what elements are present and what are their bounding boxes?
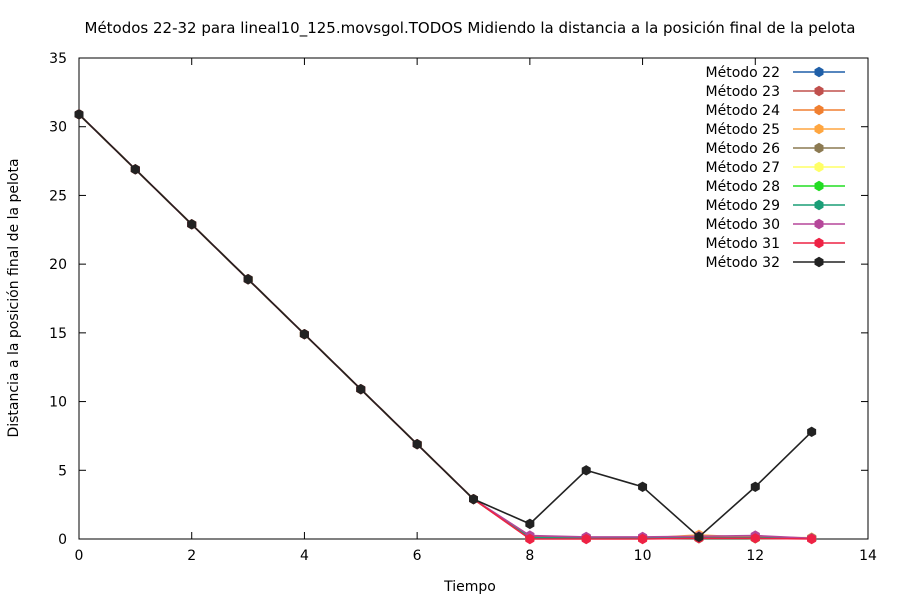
series-11 [74,109,817,543]
y-tick-label: 0 [58,532,67,548]
data-point [750,533,760,544]
data-point [638,481,648,492]
x-tick-label: 8 [525,548,534,564]
data-point [638,533,648,545]
data-point [581,465,591,476]
y-tick-label: 30 [49,120,67,136]
legend-swatch-marker [814,199,824,211]
series-layer [74,109,817,545]
y-tick-label: 10 [49,395,67,411]
y-axis-label: Distancia a la posición final de la pelo… [6,158,22,437]
legend-item: Método 24 [706,103,845,119]
legend-item: Método 30 [706,217,845,233]
legend-label: Método 32 [706,255,780,271]
legend-label: Método 26 [706,141,781,157]
series-line [78,113,812,540]
series-line [78,113,812,540]
series-line [78,113,812,540]
legend-label: Método 22 [706,65,780,81]
y-tick-label: 15 [49,326,67,342]
legend-label: Método 30 [706,217,780,233]
legend-item: Método 32 [706,255,845,271]
data-point [525,533,535,545]
plot-frame [78,57,869,540]
legend-label: Método 27 [706,160,780,176]
legend-item: Método 23 [706,84,845,100]
legend-swatch-marker [814,104,824,116]
legend-swatch-marker [814,180,824,192]
x-tick-label: 2 [187,548,196,564]
data-point [130,164,140,175]
data-point [243,274,253,285]
y-tick-label: 20 [49,257,67,273]
series-line [78,113,812,540]
legend-label: Método 24 [706,103,781,119]
legend-label: Método 23 [706,84,780,100]
data-point [807,426,817,438]
x-tick-label: 4 [300,548,309,564]
legend-item: Método 28 [706,179,845,195]
legend-swatch-marker [814,85,824,97]
x-tick-label: 0 [75,548,84,564]
legend-swatch-marker [814,237,824,249]
series-line [78,113,813,539]
series-line [78,113,812,540]
legend: Método 22 Método 23 Método 24 Método 25 Méto… [706,65,845,271]
x-tick-label: 10 [634,548,652,564]
data-point [807,533,817,545]
x-tick-label: 12 [746,548,764,564]
y-tick-label: 35 [49,51,67,67]
data-point [356,384,366,395]
legend-swatch-marker [814,142,824,154]
legend-label: Método 28 [706,179,780,195]
data-point [525,518,535,530]
x-tick-label: 14 [859,548,877,564]
series-line [78,113,812,540]
x-tick-label: 6 [413,548,422,564]
legend-swatch-marker [814,123,824,135]
series-line [78,113,812,540]
plot-border [78,57,869,540]
legend-item: Método 27 [706,160,845,176]
legend-label: Método 31 [706,236,780,252]
legend-swatch-marker [814,256,824,268]
series-line [78,113,812,540]
series-line [78,113,812,540]
legend-swatch-marker [814,218,824,230]
series-line [78,113,812,540]
legend-item: Método 25 [706,122,845,138]
legend-swatch-marker [814,161,824,173]
chart-title: Métodos 22-32 para lineal10_125.movsgol.… [85,19,856,38]
y-tick-label: 25 [49,188,67,204]
legend-item: Método 26 [706,141,845,157]
axis-ticks: 0 2 4 6 8 10 12 14 0 5 10 15 20 25 30 35 [49,51,877,564]
legend-label: Método 29 [706,198,780,214]
data-point [581,533,591,545]
legend-swatch-marker [814,66,824,78]
data-point [469,493,478,505]
data-point [187,219,197,230]
y-tick-label: 5 [58,463,67,479]
data-point [412,438,422,450]
data-point [750,481,760,492]
legend-item: Método 31 [706,236,845,252]
legend-item: Método 29 [706,198,845,214]
data-point [74,109,84,120]
legend-item: Método 22 [706,65,845,81]
data-point [299,329,309,340]
data-point [694,531,704,543]
legend-label: Método 25 [706,122,780,138]
x-axis-label: Tiempo [443,579,496,595]
